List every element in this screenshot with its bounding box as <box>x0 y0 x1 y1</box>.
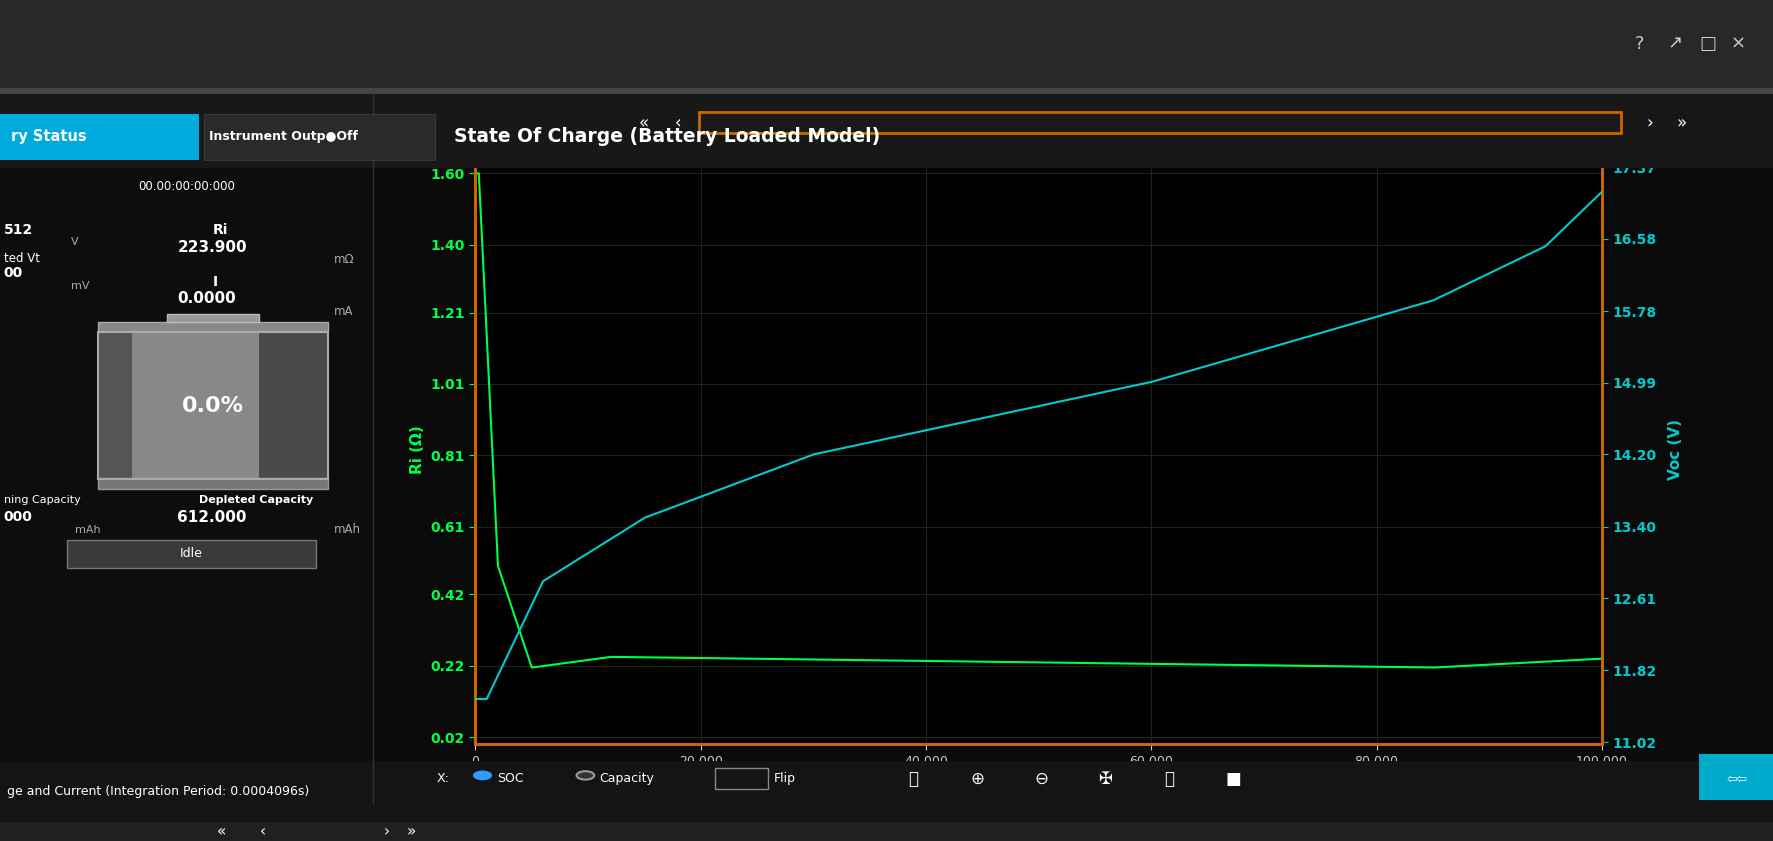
Text: 0.0%: 0.0% <box>183 396 243 415</box>
Text: mA: mA <box>333 304 353 318</box>
Text: Flip: Flip <box>773 772 794 785</box>
Text: mV: mV <box>71 281 89 291</box>
Text: ‹: ‹ <box>674 114 681 132</box>
Text: «: « <box>216 824 227 839</box>
Text: ⛶: ⛶ <box>908 770 918 788</box>
Text: X:: X: <box>436 772 449 785</box>
Text: V: V <box>71 237 78 247</box>
Text: ry Status: ry Status <box>11 129 87 144</box>
Y-axis label: Ri (Ω): Ri (Ω) <box>410 426 426 474</box>
Text: ⊖: ⊖ <box>1034 770 1048 788</box>
Text: ning Capacity: ning Capacity <box>4 495 80 505</box>
Text: I: I <box>213 275 218 288</box>
Text: 612.000: 612.000 <box>177 510 246 525</box>
Text: «: « <box>638 114 649 132</box>
Text: Instrument Outp●Off: Instrument Outp●Off <box>209 130 358 143</box>
Text: □: □ <box>1699 34 1716 53</box>
Text: ×: × <box>1730 34 1745 53</box>
Text: mΩ: mΩ <box>333 253 355 267</box>
Text: ?: ? <box>1633 34 1644 53</box>
Text: 223.900: 223.900 <box>177 240 246 255</box>
Text: ✠: ✠ <box>1097 770 1112 788</box>
Text: 0.0000: 0.0000 <box>177 291 236 306</box>
Text: 00.00:00:00:000: 00.00:00:00:000 <box>138 180 234 193</box>
Text: ge and Current (Integration Period: 0.0004096s): ge and Current (Integration Period: 0.00… <box>7 785 309 798</box>
Text: ■: ■ <box>1225 770 1239 788</box>
Text: ⊕: ⊕ <box>970 770 984 788</box>
Text: ↗: ↗ <box>1667 34 1681 53</box>
Text: »: » <box>1675 114 1686 132</box>
Text: Depleted Capacity: Depleted Capacity <box>199 495 312 505</box>
Text: 00: 00 <box>4 267 23 280</box>
Text: ›: › <box>1645 114 1652 132</box>
Text: State Of Charge (Battery Loaded Model): State Of Charge (Battery Loaded Model) <box>454 127 879 145</box>
X-axis label: State Of Charge(%): State Of Charge(%) <box>957 775 1119 790</box>
Text: ›: › <box>383 824 390 839</box>
Text: mAh: mAh <box>333 523 360 537</box>
Text: 000: 000 <box>4 510 32 524</box>
Text: ⇦⇦: ⇦⇦ <box>1725 772 1746 785</box>
Text: Ri: Ri <box>213 224 229 237</box>
Text: ⛶: ⛶ <box>1163 770 1174 788</box>
Text: 512: 512 <box>4 224 32 237</box>
Text: »: » <box>406 824 417 839</box>
Text: ‹: ‹ <box>259 824 266 839</box>
Text: Capacity: Capacity <box>599 772 654 785</box>
Text: mAh: mAh <box>74 525 99 535</box>
Text: ted Vt: ted Vt <box>4 251 39 265</box>
Text: SOC: SOC <box>496 772 523 785</box>
Text: Idle: Idle <box>181 547 202 560</box>
Y-axis label: Voc (V): Voc (V) <box>1667 420 1683 480</box>
